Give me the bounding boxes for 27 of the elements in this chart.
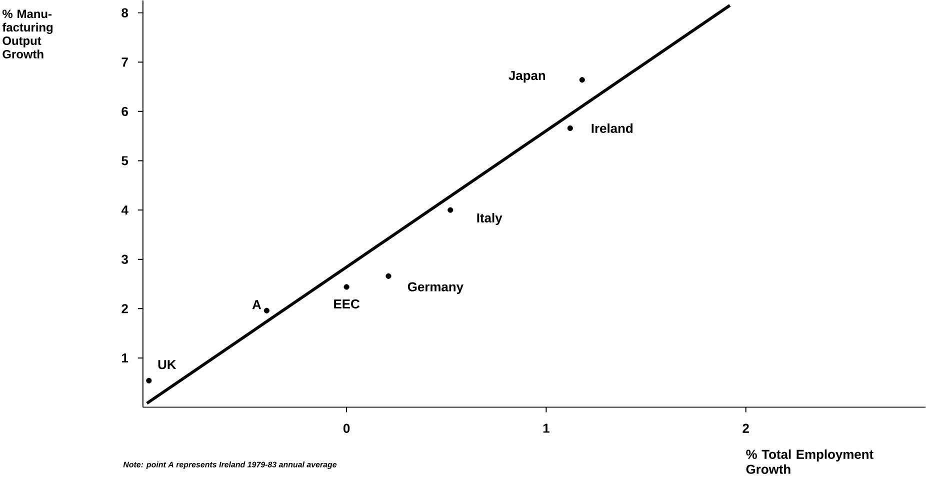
x-tick-label: 2 [742, 424, 749, 433]
annotation: UK [158, 360, 176, 370]
point [344, 284, 350, 290]
x-tick-label: 0 [343, 424, 350, 433]
point [386, 273, 392, 279]
point [567, 125, 573, 131]
annotation: Italy [477, 212, 502, 225]
y-tick-label: 8 [122, 8, 128, 18]
annotation: Japan [508, 70, 546, 83]
point [579, 76, 585, 83]
point [146, 378, 152, 384]
point [448, 207, 454, 213]
text: % Manu-facturing Output Growth [2, 10, 53, 58]
y-tick-label: 1 [122, 353, 128, 362]
y-tick-label: 4 [121, 205, 128, 214]
x-axis-title: % Total Employment Growth [746, 449, 874, 474]
y-tick-label: 2 [122, 304, 128, 314]
x-tick-label: 1 [543, 424, 550, 433]
y-tick-label: 5 [122, 156, 128, 166]
y-tick-label: 6 [122, 106, 128, 116]
point [264, 308, 270, 314]
y-tick-label: 7 [122, 58, 128, 66]
annotation: Ireland [592, 123, 633, 133]
y-tick-label: 3 [122, 254, 128, 264]
annotation: EEC [334, 299, 360, 308]
annotation: A [252, 300, 262, 309]
annotation: Germany [408, 282, 464, 294]
